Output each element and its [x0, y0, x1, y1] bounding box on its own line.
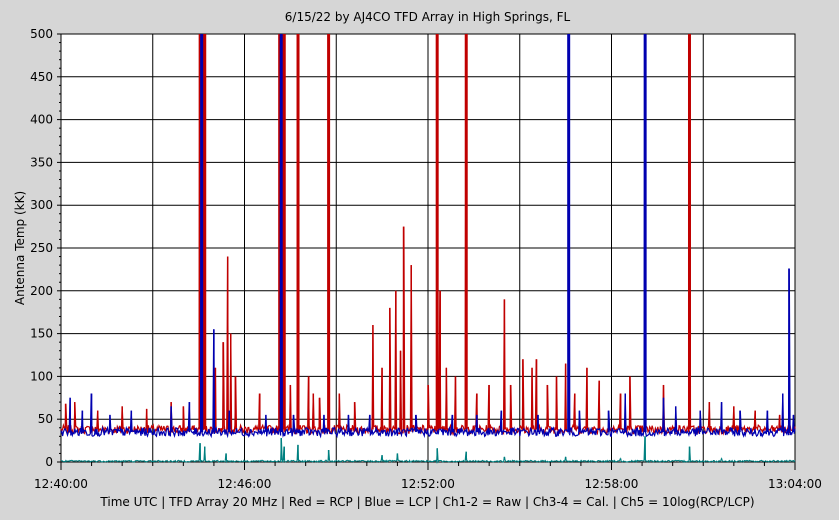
- y-tick-label: 300: [30, 198, 53, 212]
- x-tick-label: 12:58:00: [585, 477, 639, 491]
- y-tick-label: 50: [38, 412, 53, 426]
- y-tick-label: 500: [30, 27, 53, 41]
- x-tick-label: 12:40:00: [34, 477, 88, 491]
- y-tick-label: 400: [30, 113, 53, 127]
- chart-title: 6/15/22 by AJ4CO TFD Array in High Sprin…: [284, 10, 571, 24]
- y-axis-label: Antenna Temp (kK): [13, 191, 27, 305]
- y-tick-label: 250: [30, 241, 53, 255]
- series-layer: [60, 33, 796, 464]
- axis-layer: 0 50 100 150 200 250 300 350 400 450 500 12:40:00 12…: [30, 27, 822, 491]
- x-tick-label: 12:52:00: [401, 477, 455, 491]
- y-tick-label: 100: [30, 369, 53, 383]
- lcp-series-line: [60, 33, 796, 439]
- y-tick-label: 150: [30, 327, 53, 341]
- chart-footer: Time UTC | TFD Array 20 MHz | Red = RCP …: [100, 495, 755, 509]
- x-tick-label: 13:04:00: [768, 477, 822, 491]
- y-tick-label: 0: [45, 455, 53, 469]
- ratio-series-line: [61, 436, 796, 464]
- y-tick-label: 200: [30, 284, 53, 298]
- y-tick-label: 450: [30, 70, 53, 84]
- x-tick-label: 12:46:00: [218, 477, 272, 491]
- y-tick-label: 350: [30, 155, 53, 169]
